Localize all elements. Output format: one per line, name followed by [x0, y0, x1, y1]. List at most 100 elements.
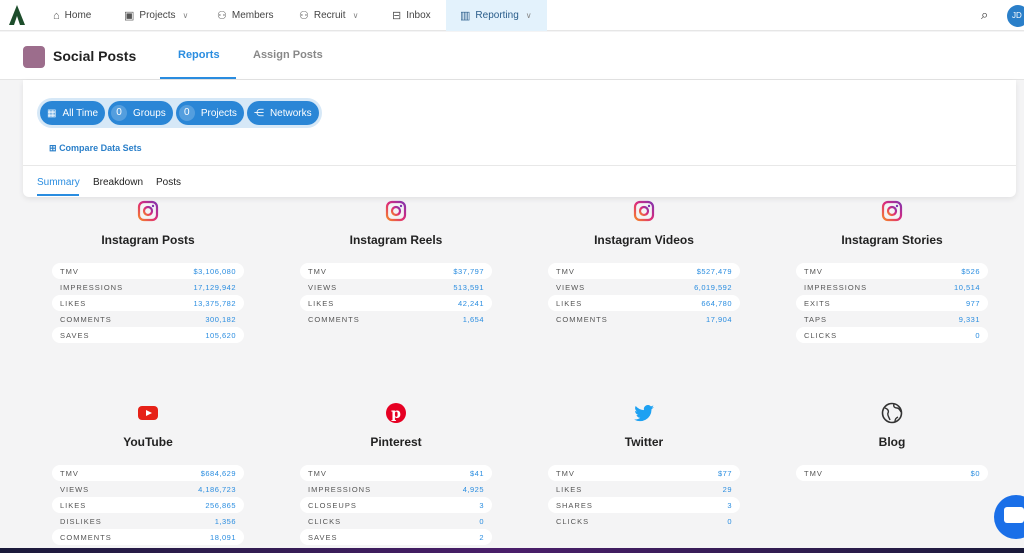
recruit-icon: ⚇	[299, 10, 309, 22]
tab-assign-posts[interactable]: Assign Posts	[253, 49, 323, 61]
filter-pills: ▦ All Time 0 Groups 0 Projects ⋲ Networks	[37, 98, 322, 128]
platform-title: Pinterest	[370, 435, 422, 449]
subtab-summary[interactable]: Summary	[37, 177, 80, 188]
projects-filter-button[interactable]: 0 Projects	[175, 101, 244, 125]
stat-label: SAVES	[308, 532, 338, 542]
stat-row: VIEWS 4,186,723	[52, 481, 244, 497]
stat-label: IMPRESSIONS	[60, 282, 124, 292]
stat-value: 0	[975, 330, 980, 340]
stat-label: CLICKS	[308, 516, 342, 526]
stat-value: 17,129,942	[193, 282, 236, 292]
stat-row: LIKES 256,865	[52, 497, 244, 513]
nav-inbox[interactable]: ⊟ Inbox	[392, 10, 431, 22]
tab-reports[interactable]: Reports	[178, 49, 220, 61]
youtube-icon	[137, 402, 159, 424]
inbox-icon: ⊟	[392, 10, 402, 22]
page-title: Social Posts	[53, 48, 137, 64]
chevron-down-icon: ∨	[525, 11, 532, 20]
stat-label: VIEWS	[60, 484, 90, 494]
subtab-posts[interactable]: Posts	[156, 177, 182, 188]
platform-title: YouTube	[123, 435, 173, 449]
platform-title: Instagram Reels	[349, 233, 443, 247]
networks-filter-button[interactable]: ⋲ Networks	[246, 101, 319, 125]
stat-value: 13,375,782	[193, 298, 236, 308]
stat-value: $3,106,080	[193, 266, 236, 276]
globe-icon	[881, 402, 903, 424]
stat-value: $37,797	[453, 266, 484, 276]
stat-row: LIKES 42,241	[300, 295, 492, 311]
stat-row: SAVES 2	[300, 529, 492, 545]
groups-filter-button[interactable]: 0 Groups	[108, 101, 173, 125]
stats-table: TMV $3,106,080 IMPRESSIONS 17,129,942 LIKES 1…	[52, 263, 244, 343]
platform-card: Instagram Videos TMV $527,479 VIEWS 6,019,59…	[548, 200, 740, 327]
stat-value: 10,514	[954, 282, 980, 292]
stat-value: 0	[479, 516, 484, 526]
active-tab-indicator	[160, 77, 236, 79]
chart-icon: ▥	[460, 10, 471, 22]
stat-value: $527,479	[696, 266, 732, 276]
stat-row: TMV $3,106,080	[52, 263, 244, 279]
stat-value: 17,904	[706, 314, 732, 324]
compare-data-sets-link[interactable]: ⊞ Compare Data Sets	[49, 143, 142, 153]
stat-row: LIKES 664,780	[548, 295, 740, 311]
divider	[23, 165, 1016, 166]
platform-card: Blog TMV $0	[796, 402, 988, 481]
nav-reporting[interactable]: ▥ Reporting ∨	[446, 0, 547, 31]
stat-value: $526	[961, 266, 980, 276]
svg-text:p: p	[391, 406, 401, 422]
stat-label: TAPS	[804, 314, 828, 324]
platform-card: Instagram Posts TMV $3,106,080 IMPRESSIONS 1…	[52, 200, 244, 343]
instagram-icon	[881, 200, 903, 222]
instagram-icon	[385, 200, 407, 222]
stats-table: TMV $41 IMPRESSIONS 4,925 CLOSEUPS 3 CLICKS 0 SA…	[300, 465, 492, 545]
stat-label: CLICKS	[556, 516, 590, 526]
stat-value: 4,186,723	[198, 484, 236, 494]
platform-card: Instagram Stories TMV $526 IMPRESSIONS 10,51…	[796, 200, 988, 343]
subtab-breakdown[interactable]: Breakdown	[93, 177, 144, 188]
home-icon: ⌂	[53, 9, 60, 22]
stat-value: 3	[479, 500, 484, 510]
stat-value: $0	[970, 468, 980, 478]
table-icon: ⊞	[49, 143, 57, 153]
stat-label: COMMENTS	[60, 314, 112, 324]
search-icon[interactable]: ⌕	[981, 7, 989, 22]
stat-row: DISLIKES 1,356	[52, 513, 244, 529]
twitter-icon	[633, 402, 655, 424]
nav-recruit[interactable]: ⚇ Recruit ∨	[299, 10, 359, 22]
platform-title: Twitter	[624, 435, 664, 449]
platform-title: Blog	[878, 435, 906, 449]
stat-label: DISLIKES	[60, 516, 102, 526]
platform-card: p Pinterest TMV $41 IMPRESSIONS 4,925 CLOSEUPS…	[300, 402, 492, 545]
chat-widget-button[interactable]	[994, 495, 1024, 539]
stat-row: COMMENTS 17,904	[548, 311, 740, 327]
avatar[interactable]: JD	[1007, 5, 1024, 27]
instagram-icon	[633, 200, 655, 222]
stat-label: LIKES	[556, 484, 583, 494]
stat-value: 6,019,592	[694, 282, 732, 292]
stat-label: TMV	[556, 468, 575, 478]
stat-label: TMV	[308, 468, 327, 478]
stat-label: LIKES	[60, 500, 87, 510]
stat-row: IMPRESSIONS 4,925	[300, 481, 492, 497]
time-filter-button[interactable]: ▦ All Time	[40, 101, 106, 125]
nav-projects[interactable]: ▣ Projects ∨	[124, 10, 189, 22]
nav-members[interactable]: ⚇ Members	[217, 10, 274, 22]
stat-label: SHARES	[556, 500, 593, 510]
stat-label: TMV	[804, 468, 823, 478]
page-header: Social Posts Reports Assign Posts	[0, 32, 1024, 80]
logo-icon[interactable]	[8, 4, 26, 26]
stat-label: LIKES	[308, 298, 335, 308]
stat-value: 1,654	[462, 314, 484, 324]
stat-row: LIKES 29	[548, 481, 740, 497]
stat-label: TMV	[308, 266, 327, 276]
nav-home[interactable]: ⌂ Home	[53, 9, 92, 22]
stats-table: TMV $37,797 VIEWS 513,591 LIKES 42,241 COMMENT…	[300, 263, 492, 327]
top-nav: ⌂ Home ▣ Projects ∨ ⚇ Members ⚇ Recruit ∨ ⊟ Inb…	[0, 0, 1024, 31]
stat-value: 18,091	[210, 532, 236, 542]
stat-value: 664,780	[701, 298, 732, 308]
stat-row: CLICKS 0	[548, 513, 740, 529]
stat-label: TMV	[556, 266, 575, 276]
filter-panel: ▦ All Time 0 Groups 0 Projects ⋲ Networks ⊞ …	[23, 80, 1016, 197]
stats-table: TMV $77 LIKES 29 SHARES 3 CLICKS 0	[548, 465, 740, 529]
stat-label: LIKES	[556, 298, 583, 308]
